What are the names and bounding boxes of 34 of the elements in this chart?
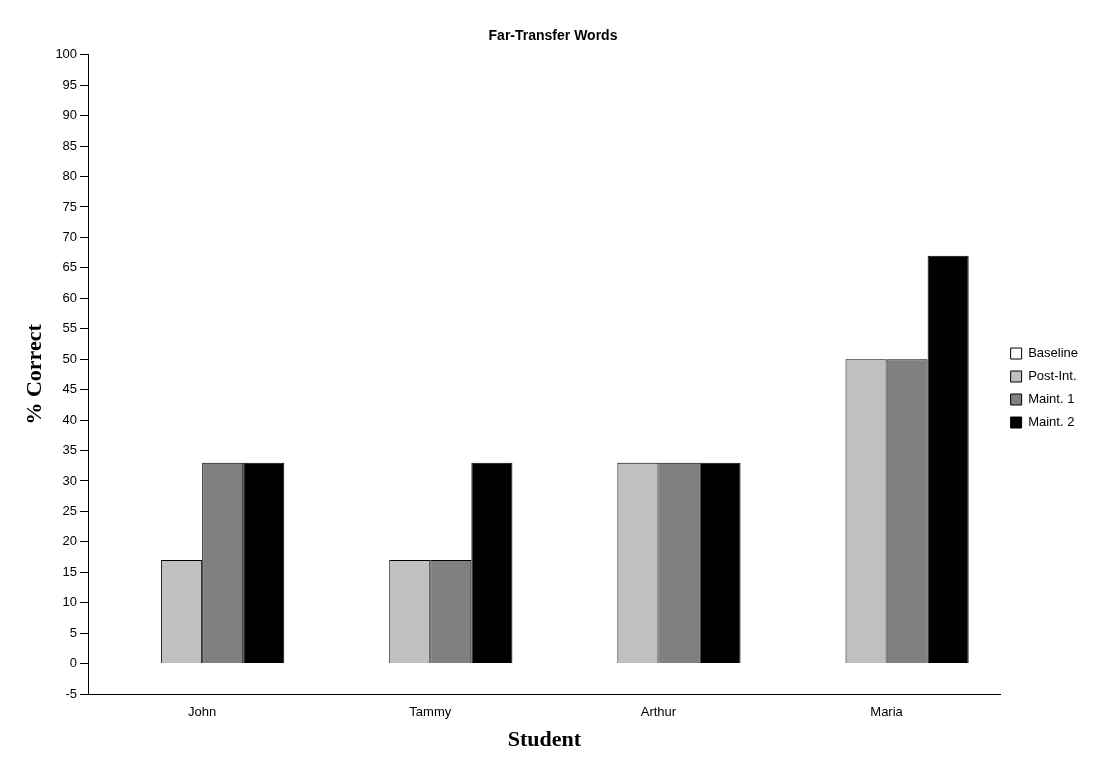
- legend-label: Maint. 2: [1028, 414, 1075, 430]
- y-tick-label: 95: [62, 76, 78, 92]
- x-tick-label: Maria: [870, 704, 904, 720]
- y-tick-label: 20: [62, 533, 78, 549]
- x-tick-label: John: [188, 704, 217, 720]
- x-axis-title: Student: [507, 726, 582, 752]
- y-tick-label: 0: [69, 655, 78, 671]
- bar: [927, 255, 969, 664]
- chart-title: Far-Transfer Words: [488, 27, 618, 44]
- y-tick-label: 85: [62, 137, 78, 153]
- legend-label: Maint. 1: [1028, 391, 1075, 407]
- y-tick-label: 45: [62, 381, 78, 397]
- y-tick-label: 55: [62, 320, 78, 336]
- y-tick-label: 30: [62, 472, 78, 488]
- y-tick-label: 50: [62, 350, 78, 366]
- y-tick-label: 80: [62, 168, 78, 184]
- y-tick-label: 70: [62, 229, 78, 245]
- y-tick-label: 10: [62, 594, 78, 610]
- y-tick-label: 5: [69, 624, 78, 640]
- x-tick-label: Tammy: [409, 704, 452, 720]
- y-tick-label: 15: [62, 563, 78, 579]
- y-tick-label: 40: [62, 411, 78, 427]
- y-tick-label: 60: [62, 289, 78, 305]
- legend-label: Baseline: [1028, 345, 1079, 361]
- y-tick-label: 75: [62, 198, 78, 214]
- legend-label: Post-Int.: [1028, 368, 1077, 384]
- y-tick-label: 35: [62, 442, 78, 458]
- y-tick-label: -5: [65, 685, 78, 701]
- y-tick-label: 100: [55, 46, 78, 62]
- y-tick-label: 90: [62, 107, 78, 123]
- y-tick-label: 65: [62, 259, 78, 275]
- y-tick-label: 25: [62, 502, 78, 518]
- y-axis-title: % Correct: [20, 323, 46, 425]
- x-tick-label: Arthur: [640, 704, 677, 720]
